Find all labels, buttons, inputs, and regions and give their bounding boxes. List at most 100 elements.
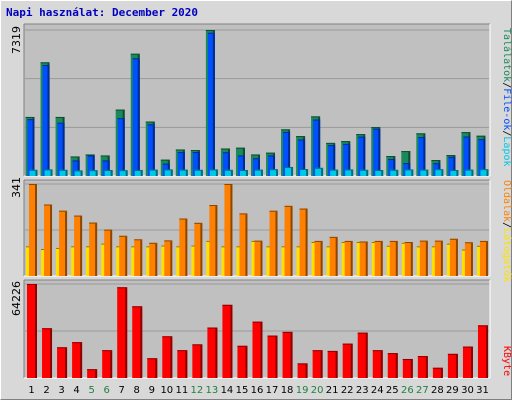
bar-talalatok-22-edge [341,141,351,143]
bar-kbyte-1-body [27,284,37,378]
bar-talalatok-26-edge [401,151,411,153]
bar-oldalak-15 [239,213,248,276]
bar-oldalak-1-edge [29,184,37,185]
bar-oldalak-31 [479,240,488,276]
x-label-2: 2 [43,385,49,396]
bar-lapok-23-shade [366,170,369,176]
x-label-13: 13 [206,385,219,396]
bar-kbyte-30-edge [462,346,473,348]
bar-kbyte-19-shade [305,364,308,378]
bar-kbyte-9 [147,358,158,378]
bar-kbyte-2-shade [50,329,53,378]
bar-oldalak-17-edge [269,210,278,212]
bar-talalatok-23-edge [356,134,366,136]
bar-file-ok-9-body [147,124,155,176]
bar-kbyte-31 [477,325,488,378]
bar-lapok-1-shade [35,170,38,176]
bar-oldalak-16-edge [254,240,263,242]
bar-file-ok-16-body [252,158,260,176]
bar-oldalak-12-body [194,222,203,276]
bar-kbyte-6 [102,350,113,378]
bar-kbyte-12-edge [192,344,203,346]
bar-oldalak-6-edge [104,229,113,231]
bar-kbyte-18 [282,331,293,378]
bar-kbyte-25-body [387,353,398,378]
bar-oldalak-4-shade [80,216,83,276]
bar-lapok-21-shade [336,170,339,176]
bar-lapok-14 [224,169,233,176]
bar-file-ok-31-body [478,139,486,176]
bar-file-ok-5 [87,155,95,176]
bar-oldalak-27-body [419,240,428,276]
bar-file-ok-26-edge [403,163,411,165]
bar-file-ok-18-shade [288,132,291,176]
bar-lapok-19 [300,169,309,176]
x-label-26: 26 [401,385,414,396]
bar-lapok-17-body [270,169,279,176]
bar-oldalak-1 [29,184,37,276]
bar-lapok-13-body [209,169,218,176]
bar-kbyte-16-edge [252,321,263,323]
bar-oldalak-26-shade [410,243,413,276]
bar-file-ok-3 [57,122,65,176]
bar-lapok-5-body [89,170,98,176]
bar-oldalak-22 [344,240,353,276]
bar-oldalak-3 [59,210,68,276]
bar-file-ok-6-body [102,160,110,176]
bar-oldalak-22-shade [350,241,353,276]
x-label-12: 12 [191,385,204,396]
bar-lapok-1-edge [29,169,38,171]
bar-kbyte-14 [222,304,233,378]
bar-lapok-2-edge [44,169,53,171]
bar-kbyte-20-body [312,350,323,378]
bar-kbyte-20-edge [312,350,323,352]
bar-oldalak-1-shade [35,185,37,276]
bar-lapok-15-shade [245,171,248,176]
bar-lapok-6-edge [104,170,113,172]
bar-oldalak-15-body [239,213,248,276]
bar-kbyte-29-body [447,353,458,378]
bar-oldalak-16-body [254,240,263,276]
bar-file-ok-29-body [448,156,456,176]
bar-file-ok-27 [418,137,426,176]
bar-file-ok-24 [373,128,381,176]
bar-file-ok-30-edge [463,136,471,138]
bar-oldalak-31-body [479,240,488,276]
bar-oldalak-25-edge [389,240,398,242]
bar-kbyte-16 [252,321,263,378]
bar-talalatok-19-edge [296,136,306,138]
bar-oldalak-18-edge [284,205,293,207]
bar-file-ok-11-shade [182,153,185,176]
bar-file-ok-11-edge [177,152,185,154]
bar-oldalak-23-body [359,241,368,276]
x-label-22: 22 [341,385,354,396]
bar-lapok-19-body [300,169,309,176]
bar-file-ok-12-body [192,152,200,176]
bar-oldalak-19-shade [305,209,308,276]
bar-oldalak-11 [179,218,188,276]
bar-talalatok-17-edge [266,152,276,154]
bar-file-ok-22-body [343,143,351,176]
bar-file-ok-4 [72,160,80,176]
bar-kbyte-9-body [147,358,158,378]
x-label-29: 29 [446,385,459,396]
bar-file-ok-31-shade [483,140,486,176]
bar-oldalak-18 [284,205,293,276]
bar-lapok-12-body [194,169,203,176]
bar-talalatok-29-edge [446,155,456,157]
bar-kbyte-4 [72,342,83,378]
bar-oldalak-8-shade [140,240,143,276]
bar-file-ok-5-edge [87,155,95,157]
bar-file-ok-25 [388,159,396,176]
bar-oldalak-17-body [269,210,278,276]
bar-file-ok-14 [222,152,230,176]
bar-talalatok-20-edge [311,116,321,118]
bar-oldalak-4-edge [74,215,83,217]
bar-lapok-28 [435,169,444,176]
bar-file-ok-8 [132,58,140,176]
bar-lapok-31-shade [486,170,489,176]
bar-kbyte-27-edge [417,356,428,358]
bar-lapok-5-edge [89,170,98,172]
bar-kbyte-13-edge [207,327,218,329]
bar-file-ok-2-shade [47,66,50,176]
